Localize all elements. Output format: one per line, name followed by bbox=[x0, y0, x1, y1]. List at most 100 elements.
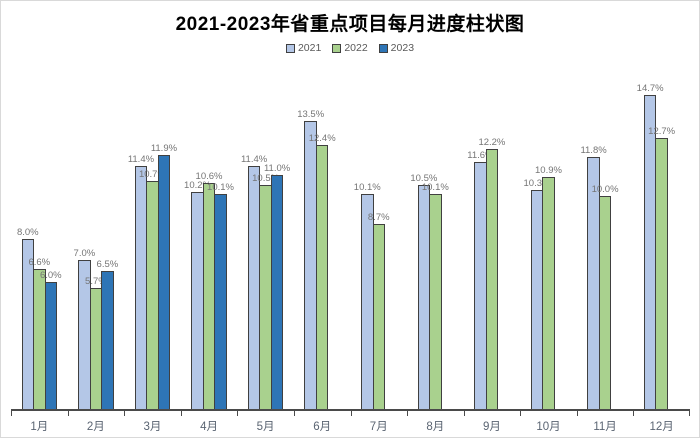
x-axis-tick-7 bbox=[407, 410, 409, 416]
bar-slot-2022-m12: 12.7% bbox=[648, 126, 675, 410]
bar-2023-m4: 10.1% bbox=[207, 182, 234, 410]
bar-label-2022-m7: 8.7% bbox=[367, 211, 390, 223]
x-axis-label-m2: 2月 bbox=[86, 421, 105, 433]
chart-title: 2021-2023年省重点项目每月进度柱状图 bbox=[175, 14, 525, 35]
x-axis-label-m4: 4月 bbox=[200, 421, 218, 433]
bar-group-7: 10.1% 8.7% bbox=[350, 79, 407, 410]
bar-label-2022-m9: 12.2% bbox=[478, 136, 506, 148]
bar-group-1: 8.0% 6.6% 6.0% bbox=[11, 79, 68, 410]
x-axis-label-m12: 12月 bbox=[649, 421, 674, 433]
bar-label-2021-m5: 11.4% bbox=[240, 154, 268, 166]
bar-group-12: 14.7% 12.7% bbox=[633, 79, 690, 410]
bar-label-2022-m8: 10.1% bbox=[421, 181, 449, 193]
x-axis-label-m11: 11月 bbox=[593, 421, 617, 433]
bar-group-2: 7.0% 5.7% 6.5% bbox=[68, 79, 125, 410]
legend-swatch-2021-icon bbox=[285, 43, 295, 53]
x-axis-tick-4 bbox=[237, 410, 239, 416]
bar-2023-m2: 6.5% bbox=[97, 259, 118, 410]
bar-2022-m8: 10.1% bbox=[422, 182, 449, 410]
plot-area: 8.0% 6.6% 6.0% 7.0% 5.7% 6.5% 11.4% 10.7% 11.9% 1… bbox=[11, 79, 690, 433]
bar-label-2023-m3: 11.9% bbox=[150, 143, 178, 155]
bar-label-2022-m6: 12.4% bbox=[308, 132, 336, 144]
bar-2022-m9: 12.2% bbox=[478, 137, 505, 410]
bar-label-2022-m11: 10.0% bbox=[591, 184, 619, 195]
bar-label-2023-m1: 6.0% bbox=[39, 269, 62, 281]
x-axis-label-m3: 3月 bbox=[143, 421, 162, 433]
bar-slot-2023-m3: 11.9% bbox=[151, 143, 177, 410]
x-axis-tick-1 bbox=[67, 410, 69, 416]
x-axis-tick-11 bbox=[633, 410, 635, 416]
bar-label-2021-m10: 10.3% bbox=[523, 177, 551, 189]
bar-label-2022-m3: 10.7% bbox=[138, 169, 166, 181]
x-axis-tick-5 bbox=[293, 410, 295, 416]
bar-group-4: 10.2% 10.6% 10.1% bbox=[181, 79, 238, 410]
bar-label-2021-m2: 7.0% bbox=[73, 248, 96, 260]
x-axis-tick-12 bbox=[689, 410, 690, 416]
x-axis-labels: 1月 2月 3月 4月 5月 6月 7月 8月 9月 10月 11月 12月 bbox=[11, 418, 690, 434]
bar-slot-2022-m11: 10.0% bbox=[592, 184, 619, 410]
bar-slot-2023-m5: 11.0% bbox=[264, 163, 290, 410]
bar-group-5: 11.4% 10.5% 11.0% bbox=[237, 79, 294, 410]
x-axis-label-m6: 6月 bbox=[313, 421, 332, 433]
x-axis-tick-3 bbox=[180, 410, 182, 416]
bar-label-2022-m12: 12.7% bbox=[648, 126, 676, 138]
legend-item-2022: 2022 bbox=[332, 42, 368, 54]
legend-swatch-2023-icon bbox=[378, 43, 388, 53]
legend-label-2022: 2022 bbox=[344, 42, 368, 54]
x-axis-label-m5: 5月 bbox=[256, 421, 275, 433]
bar-group-8: 10.5% 10.1% bbox=[407, 79, 464, 410]
bar-group-6: 13.5% 12.4% bbox=[294, 79, 351, 410]
bar-label-2021-m12: 14.7% bbox=[636, 83, 664, 95]
bar-label-2021-m7: 10.1% bbox=[353, 181, 381, 193]
bar-label-2022-m10: 10.9% bbox=[535, 164, 562, 176]
bar-2023-m5: 11.0% bbox=[264, 163, 290, 410]
x-axis-tick-2 bbox=[124, 410, 126, 416]
bar-groups: 8.0% 6.6% 6.0% 7.0% 5.7% 6.5% 11.4% 10.7% 11.9% 1… bbox=[11, 79, 690, 410]
x-axis-tick-8 bbox=[463, 410, 465, 416]
bar-slot-2022-m7: 8.7% bbox=[368, 212, 390, 410]
bar-slot-2023-m1: 6.0% bbox=[40, 270, 62, 410]
bar-label-2021-m11: 11.8% bbox=[580, 145, 607, 157]
x-axis-label-m1: 1月 bbox=[30, 421, 49, 433]
bar-2022-m10: 10.9% bbox=[535, 165, 562, 410]
bar-2022-m12: 12.7% bbox=[648, 126, 675, 410]
bar-label-2022-m2: 5.7% bbox=[85, 276, 107, 288]
bar-label-2022-m5: 10.5% bbox=[252, 173, 280, 185]
bar-slot-2023-m2: 6.5% bbox=[97, 259, 118, 410]
bar-slot-2023-m4: 10.1% bbox=[207, 182, 234, 410]
bar-2023-m3: 11.9% bbox=[151, 143, 177, 410]
bar-slot-2022-m10: 10.9% bbox=[535, 165, 562, 410]
chart-legend: 2021 2022 2023 bbox=[1, 42, 699, 54]
bar-label-2021-m1: 8.0% bbox=[16, 226, 39, 238]
bar-label-2021-m4: 10.2% bbox=[184, 179, 211, 191]
bar-label-2021-m9: 11.6% bbox=[467, 149, 494, 161]
bar-label-2023-m5: 11.0% bbox=[263, 162, 291, 174]
bar-2023-m1: 6.0% bbox=[40, 270, 62, 410]
x-axis-label-m10: 10月 bbox=[536, 421, 561, 433]
x-axis-tick-6 bbox=[350, 410, 352, 416]
x-axis-tick-10 bbox=[576, 410, 578, 416]
legend-label-2021: 2021 bbox=[297, 42, 322, 54]
x-axis-label-m9: 9月 bbox=[482, 421, 501, 433]
bar-label-2021-m8: 10.5% bbox=[410, 173, 438, 185]
bar-slot-2022-m8: 10.1% bbox=[422, 182, 449, 410]
bar-2022-m7: 8.7% bbox=[368, 212, 390, 410]
bar-group-11: 11.8% 10.0% bbox=[577, 79, 634, 410]
bar-slot-2022-m6: 12.4% bbox=[309, 133, 336, 410]
legend-swatch-2022-icon bbox=[332, 43, 342, 53]
bar-label-2022-m4: 10.6% bbox=[195, 171, 223, 183]
x-axis-tick-0 bbox=[11, 410, 12, 416]
bar-2022-m6: 12.4% bbox=[309, 133, 336, 410]
bar-slot-2022-m9: 12.2% bbox=[478, 137, 505, 410]
legend-label-2023: 2023 bbox=[390, 42, 415, 54]
bar-label-2023-m2: 6.5% bbox=[96, 258, 119, 270]
bar-2022-m11: 10.0% bbox=[592, 184, 619, 410]
bar-label-2021-m6: 13.5% bbox=[297, 109, 325, 121]
bar-group-3: 11.4% 10.7% 11.9% bbox=[124, 79, 181, 410]
legend-item-2023: 2023 bbox=[378, 42, 415, 54]
x-axis-tick-9 bbox=[520, 410, 522, 416]
bar-group-9: 11.6% 12.2% bbox=[464, 79, 521, 410]
bar-label-2022-m1: 6.6% bbox=[28, 256, 51, 268]
bar-label-2023-m4: 10.1% bbox=[207, 181, 234, 193]
